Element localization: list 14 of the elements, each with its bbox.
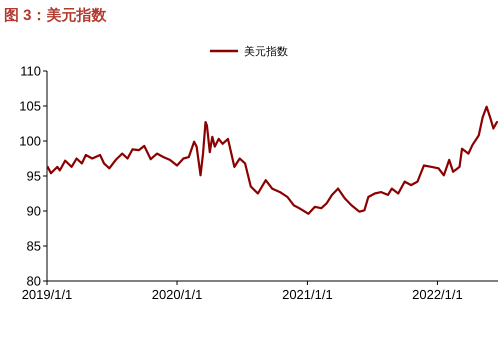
legend-label: 美元指数 (244, 45, 288, 58)
x-tick-label: 2019/1/1 (22, 287, 72, 302)
y-tick-label: 105 (19, 98, 41, 114)
x-tick-label: 2020/1/1 (152, 287, 202, 302)
y-tick-label: 100 (19, 134, 41, 148)
chart-title: 图 3：美元指数 (4, 6, 108, 24)
line-series (46, 106, 498, 215)
y-tick-label: 110 (20, 64, 41, 78)
x-tick-label: 2021/1/1 (282, 287, 333, 302)
y-tick-label: 85 (26, 238, 41, 254)
y-tick-label: 95 (26, 168, 41, 184)
y-tick-label: 90 (26, 204, 41, 218)
y-tick-label: 80 (26, 274, 41, 288)
x-tick-label: 2022/1/1 (412, 287, 463, 302)
